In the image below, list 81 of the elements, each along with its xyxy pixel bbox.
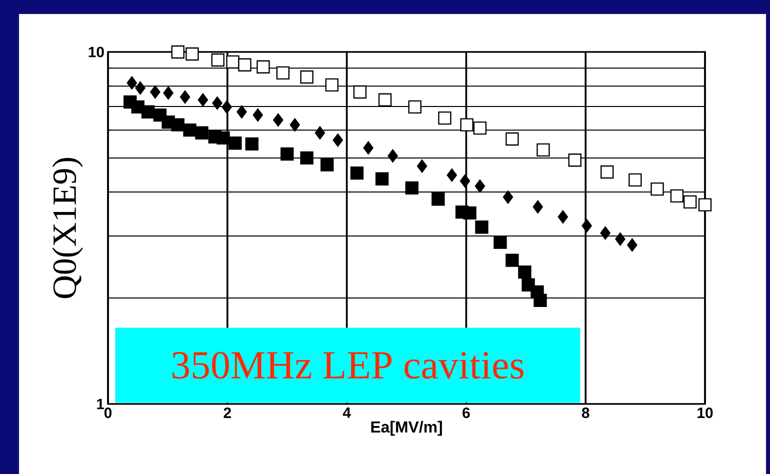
point [280,147,294,161]
point [198,93,208,107]
point [534,294,547,307]
point [150,85,160,99]
point [460,118,474,132]
point [314,126,326,140]
point [432,192,445,206]
point [378,93,392,107]
point [212,96,222,110]
point [416,160,428,173]
point [171,45,184,59]
point [226,55,240,69]
point [408,100,422,114]
point [698,198,712,212]
point [446,168,457,182]
point [506,132,519,146]
point [300,151,314,165]
point [186,47,199,61]
point [325,78,338,92]
point [290,118,300,132]
point [228,136,242,150]
point [475,220,488,234]
x-tick-label: 2 [224,408,231,418]
point [222,100,232,114]
point [211,53,224,67]
point [171,118,184,132]
point [180,90,190,104]
point [195,126,208,140]
x-tick-label: 4 [342,408,351,418]
point [670,189,684,203]
point [350,166,364,180]
point [518,265,532,279]
point [163,86,174,100]
point [141,105,155,118]
point [135,81,146,95]
x-tick-label: 10 [698,408,713,418]
point [474,179,486,193]
point [245,137,258,151]
point [650,182,664,196]
point [532,200,543,214]
point [256,60,270,74]
point [405,181,418,195]
point [238,58,252,72]
x-tick-label: 6 [462,408,470,418]
annotation: 350MHz LEP cavities [172,352,524,379]
point [627,238,638,252]
y-axis-title: Q0(X1E9) [52,158,84,298]
point [536,143,550,157]
point [353,85,367,99]
point [320,158,334,172]
point [615,232,626,246]
point [276,66,290,80]
point [438,111,452,125]
point [628,173,642,187]
x-axis-title: Ea[MV/m] [371,420,442,436]
point [600,226,610,240]
point [600,165,614,179]
x-tick-label: 8 [582,408,590,418]
point [473,121,487,135]
point [126,76,137,90]
point [568,154,582,167]
point [463,206,476,220]
point [494,236,507,249]
point [683,195,697,209]
point [375,172,389,186]
y-tick-label: 1 [97,398,104,410]
point [506,254,519,267]
point [300,70,314,84]
x-tick-label: 0 [104,408,112,418]
point [582,219,592,232]
point [273,113,284,127]
point [236,105,247,118]
point [252,108,263,122]
point [216,131,230,145]
point [332,133,343,147]
point [183,123,196,137]
point [363,141,374,154]
point [388,149,398,162]
point [460,174,470,188]
point [558,210,568,224]
point [502,190,514,204]
